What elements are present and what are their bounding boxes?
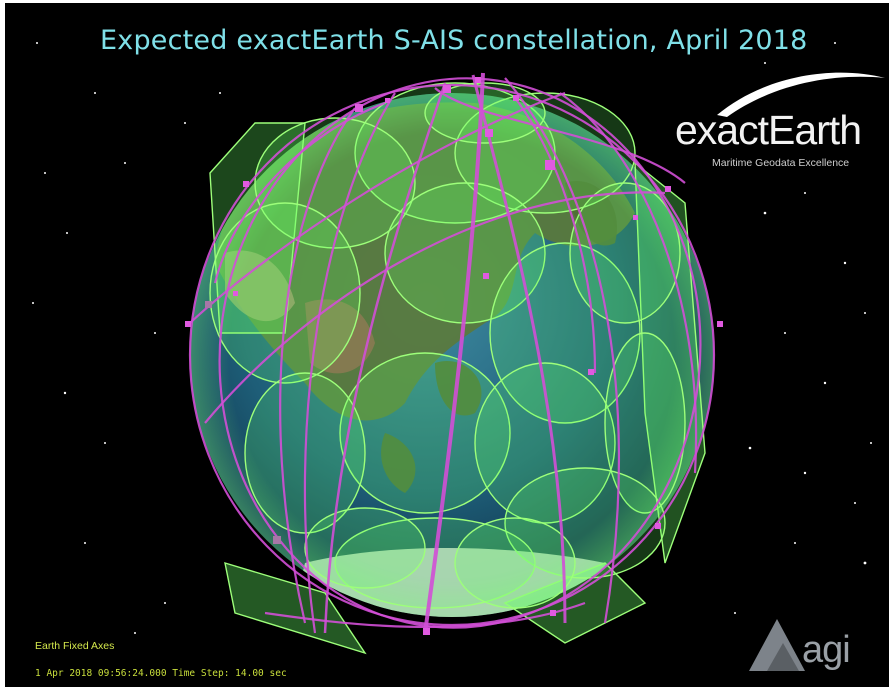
constellation-scene[interactable] <box>5 3 889 687</box>
page-title: Expected exactEarth S-AIS constellation,… <box>100 25 808 56</box>
exactearth-swoosh-icon <box>717 72 885 117</box>
exactearth-tagline: Maritime Geodata Excellence <box>712 157 850 169</box>
agi-logo-text: agi <box>802 629 851 671</box>
satellite-orbits <box>188 72 716 634</box>
time-status-bar: 1 Apr 2018 09:56:24.000 Time Step: 14.00… <box>35 668 287 679</box>
agi-triangle-logo-icon <box>749 619 805 671</box>
exactearth-logo-text: exactEarth <box>675 107 862 153</box>
axes-label: Earth Fixed Axes <box>35 640 115 652</box>
visualization-viewport[interactable]: Expected exactEarth S-AIS constellation,… <box>5 3 889 687</box>
satellite-markers[interactable] <box>185 77 723 635</box>
starfield <box>32 42 872 634</box>
